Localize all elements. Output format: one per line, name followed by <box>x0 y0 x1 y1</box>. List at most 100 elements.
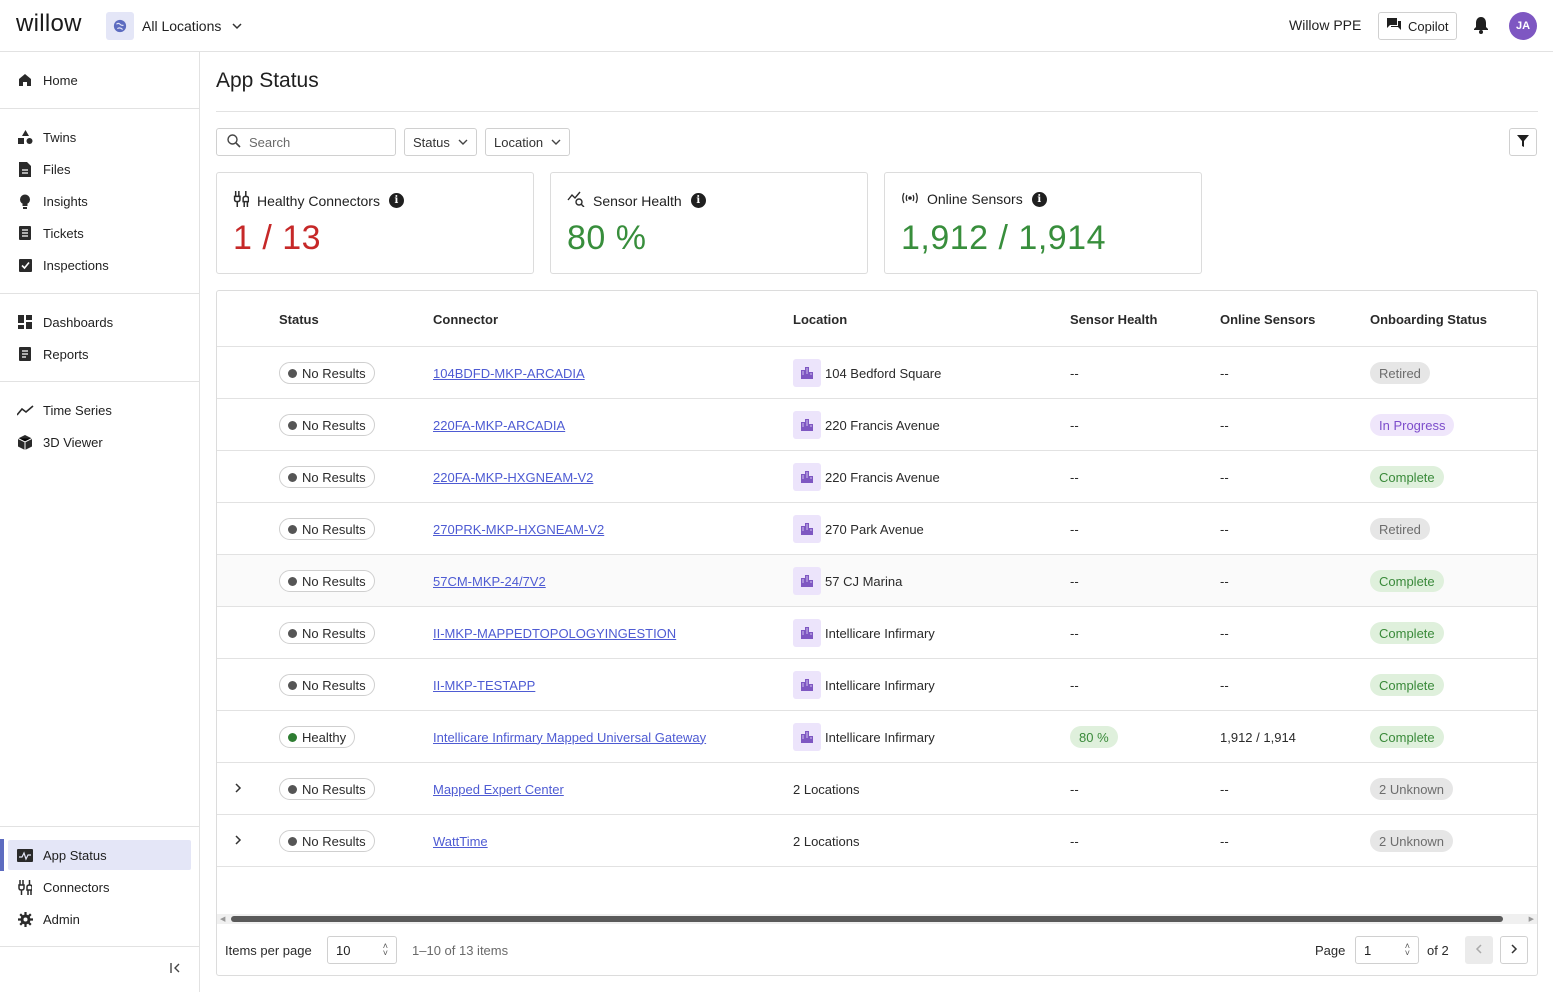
search-input[interactable] <box>249 134 379 150</box>
status-badge: No Results <box>279 778 375 800</box>
filter-button[interactable] <box>1509 128 1537 156</box>
column-header-status[interactable]: Status <box>279 312 319 327</box>
info-icon[interactable]: i <box>388 193 404 208</box>
scroll-right-icon[interactable]: ▶ <box>1528 916 1534 923</box>
info-icon[interactable]: i <box>690 193 706 208</box>
location-text: 270 Park Avenue <box>825 521 924 537</box>
status-text: No Results <box>302 417 366 433</box>
chevron-down-icon <box>551 137 561 147</box>
info-icon[interactable]: i <box>1031 191 1047 207</box>
location-text: Intellicare Infirmary <box>825 677 935 693</box>
connector-link[interactable]: 220FA-MKP-HXGNEAM-V2 <box>433 469 594 485</box>
top-bar: willow All Locations Willow PPE Copilot … <box>0 0 1553 52</box>
sidebar-item-time-series[interactable]: Time Series <box>8 395 191 425</box>
online-sensors-value: -- <box>1220 625 1229 641</box>
column-header-online-sensors[interactable]: Online Sensors <box>1220 312 1316 327</box>
status-dot <box>288 628 297 638</box>
card-title: Healthy Connectors <box>257 192 380 209</box>
table-row[interactable]: No Results II-MKP-TESTAPP Intellicare In… <box>217 659 1537 711</box>
status-filter-dropdown[interactable]: Status <box>404 128 477 156</box>
horizontal-scrollbar[interactable]: ◀ ▶ <box>217 914 1537 924</box>
sidebar-item-files[interactable]: Files <box>8 154 191 184</box>
next-page-button[interactable] <box>1500 936 1528 964</box>
willow-logo[interactable]: willow <box>16 10 82 37</box>
location-text: Intellicare Infirmary <box>825 729 935 745</box>
sidebar-item-insights[interactable]: Insights <box>8 186 191 216</box>
page-title: App Status <box>216 69 319 92</box>
onboarding-badge: 2 Unknown <box>1370 830 1454 852</box>
column-header-sensor-health[interactable]: Sensor Health <box>1070 312 1158 327</box>
pagination: Items per page 10 ˄ ˅ 1–10 of 13 items Pa… <box>217 924 1537 975</box>
status-text: No Results <box>302 625 366 641</box>
table-row[interactable]: No Results II-MKP-MAPPEDTOPOLOGYINGESTIO… <box>217 607 1537 659</box>
sidebar-item-twins[interactable]: Twins <box>8 122 191 152</box>
building-icon <box>793 723 821 751</box>
onboarding-badge: In Progress <box>1370 414 1455 436</box>
sensor-health-value: -- <box>1070 573 1079 589</box>
table-row[interactable]: No Results Mapped Expert Center 2 Locati… <box>217 763 1537 815</box>
chevron-right-icon[interactable] <box>233 781 243 798</box>
avatar[interactable]: JA <box>1509 12 1537 40</box>
table-row[interactable]: No Results 270PRK-MKP-HXGNEAM-V2 270 Par… <box>217 503 1537 555</box>
connector-link[interactable]: 57CM-MKP-24/7V2 <box>433 573 546 589</box>
table-row[interactable]: Healthy Intellicare Infirmary Mapped Uni… <box>217 711 1537 763</box>
collapse-sidebar-icon[interactable] <box>170 962 183 977</box>
page-select[interactable]: 1 ˄ ˅ <box>1355 936 1419 964</box>
sidebar-item-reports[interactable]: Reports <box>8 339 191 369</box>
column-header-onboarding-status[interactable]: Onboarding Status <box>1370 312 1487 327</box>
previous-page-button[interactable] <box>1465 936 1493 964</box>
copilot-button[interactable]: Copilot <box>1378 12 1457 40</box>
connector-link[interactable]: 220FA-MKP-ARCADIA <box>433 417 566 433</box>
status-text: Healthy <box>302 729 347 745</box>
sidebar-item-home[interactable]: Home <box>8 65 191 95</box>
sidebar-item-inspections[interactable]: Inspections <box>8 250 191 280</box>
status-badge: No Results <box>279 674 375 696</box>
sidebar-item-dashboards[interactable]: Dashboards <box>8 307 191 337</box>
sidebar-item-tickets[interactable]: Tickets <box>8 218 191 248</box>
sidebar-item-3d-viewer[interactable]: 3D Viewer <box>8 427 191 457</box>
column-header-location[interactable]: Location <box>793 312 848 327</box>
bell-icon[interactable] <box>1473 16 1489 37</box>
connector-link[interactable]: Intellicare Infirmary Mapped Universal G… <box>433 729 707 745</box>
items-per-page-select[interactable]: 10 ˄ ˅ <box>327 936 397 964</box>
chevron-down-icon <box>458 137 468 147</box>
sidebar-item-admin[interactable]: Admin <box>8 904 191 934</box>
page-label: Page <box>1315 943 1346 958</box>
connector-link[interactable]: 270PRK-MKP-HXGNEAM-V2 <box>433 521 605 537</box>
onboarding-badge: Retired <box>1370 362 1430 384</box>
onboarding-badge: Complete <box>1370 466 1444 488</box>
connector-link[interactable]: Mapped Expert Center <box>433 781 564 797</box>
sidebar-item-connectors[interactable]: Connectors <box>8 872 191 902</box>
status-badge: No Results <box>279 622 375 644</box>
page-value: 1 <box>1364 942 1372 958</box>
table-row[interactable]: No Results WattTime 2 Locations -- -- 2 … <box>217 815 1537 867</box>
table-row[interactable]: No Results 220FA-MKP-HXGNEAM-V2 220 Fran… <box>217 451 1537 503</box>
online-sensors-value: -- <box>1220 469 1229 485</box>
location-filter-dropdown[interactable]: Location <box>485 128 571 156</box>
status-dot <box>288 524 297 534</box>
page-total: of 2 <box>1427 943 1449 958</box>
connector-link[interactable]: 104BDFD-MKP-ARCADIA <box>433 365 585 381</box>
table-row[interactable]: No Results 220FA-MKP-ARCADIA 220 Francis… <box>217 399 1537 451</box>
card-title: Online Sensors <box>927 191 1023 207</box>
scrollbar-thumb[interactable] <box>231 916 1503 922</box>
chevron-right-icon <box>1510 943 1518 958</box>
table-row[interactable]: No Results 57CM-MKP-24/7V2 57 CJ Marina … <box>217 555 1537 607</box>
online-sensors-value: 1,912 / 1,914 <box>1220 729 1296 745</box>
connector-link[interactable]: WattTime <box>433 833 488 849</box>
scroll-left-icon[interactable]: ◀ <box>220 916 226 923</box>
sidebar-item-app-status[interactable]: App Status <box>8 840 191 870</box>
status-text: No Results <box>302 781 366 797</box>
location-picker[interactable]: All Locations <box>106 12 243 40</box>
search-box[interactable] <box>216 128 396 156</box>
table-row[interactable]: No Results 104BDFD-MKP-ARCADIA 104 Bedfo… <box>217 347 1537 399</box>
column-header-connector[interactable]: Connector <box>433 312 498 327</box>
connector-link[interactable]: II-MKP-TESTAPP <box>433 677 536 693</box>
signal-icon <box>901 191 919 207</box>
connector-link[interactable]: II-MKP-MAPPEDTOPOLOGYINGESTION <box>433 625 677 641</box>
status-badge: No Results <box>279 414 375 436</box>
status-filter-label: Status <box>413 134 450 150</box>
chevron-right-icon[interactable] <box>233 833 243 850</box>
status-text: No Results <box>302 677 366 693</box>
status-text: No Results <box>302 833 366 849</box>
